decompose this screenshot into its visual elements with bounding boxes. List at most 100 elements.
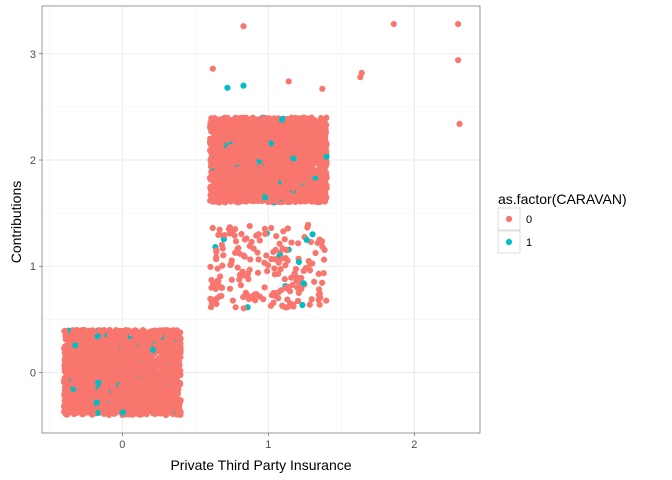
- data-point: [315, 296, 322, 303]
- data-point: [166, 392, 173, 399]
- data-point: [155, 397, 162, 404]
- data-point: [311, 278, 318, 285]
- minor-gridlines: [42, 6, 480, 433]
- data-point: [267, 302, 275, 309]
- data-point: [303, 161, 311, 168]
- data-points: [60, 20, 463, 419]
- data-point: [270, 188, 277, 195]
- data-point: [99, 336, 107, 343]
- data-point: [159, 355, 166, 362]
- data-point: [294, 170, 301, 178]
- data-point: [301, 176, 309, 184]
- data-point: [106, 358, 114, 366]
- data-point: [177, 371, 184, 379]
- data-point: [175, 341, 182, 348]
- data-point: [158, 349, 165, 356]
- data-point: [84, 391, 92, 398]
- data-point: [238, 114, 245, 121]
- data-point: [93, 399, 100, 406]
- data-point: [143, 406, 150, 413]
- data-point: [83, 408, 90, 415]
- data-point: [231, 232, 238, 239]
- data-point: [261, 225, 268, 232]
- data-point: [89, 410, 96, 417]
- data-point: [150, 361, 157, 368]
- data-point: [257, 163, 264, 170]
- data-point: [131, 365, 138, 372]
- data-point: [70, 385, 77, 392]
- data-point: [231, 181, 238, 188]
- data-point: [284, 303, 292, 310]
- data-point: [251, 291, 259, 298]
- data-point: [99, 329, 106, 336]
- data-point: [122, 328, 130, 335]
- data-point: [288, 239, 295, 246]
- data-point: [166, 383, 173, 390]
- data-point: [312, 249, 319, 257]
- data-point: [102, 402, 109, 409]
- data-point: [117, 376, 124, 383]
- data-point: [175, 407, 182, 415]
- data-point: [263, 252, 270, 259]
- data-point: [112, 327, 120, 334]
- data-point: [298, 285, 305, 293]
- data-point: [62, 332, 69, 340]
- data-point: [133, 379, 140, 386]
- data-point: [315, 291, 322, 298]
- data-point: [132, 385, 139, 392]
- data-point: [213, 295, 221, 302]
- data-point: [104, 392, 111, 399]
- data-point: [306, 301, 313, 308]
- data-point: [138, 393, 145, 401]
- data-point: [250, 245, 257, 252]
- data-point: [84, 358, 91, 365]
- data-point: [151, 386, 158, 393]
- data-point: [92, 393, 100, 400]
- data-point: [98, 368, 105, 375]
- data-point: [218, 241, 225, 248]
- data-point: [94, 333, 101, 340]
- data-point: [121, 363, 128, 370]
- data-point: [128, 380, 136, 387]
- data-point: [103, 369, 110, 376]
- data-point: [216, 283, 223, 290]
- data-point: [163, 398, 170, 405]
- data-point: [221, 231, 228, 239]
- data-point: [152, 367, 159, 374]
- data-point: [251, 179, 258, 186]
- data-point: [208, 276, 215, 284]
- data-point: [88, 366, 95, 373]
- data-point: [236, 174, 243, 181]
- data-point: [100, 384, 107, 391]
- data-point: [232, 249, 239, 256]
- data-point: [123, 371, 130, 378]
- data-point: [133, 359, 141, 366]
- data-point: [141, 382, 148, 389]
- data-point: [123, 376, 130, 383]
- data-point: [82, 386, 89, 393]
- data-point: [291, 117, 298, 124]
- data-point: [212, 163, 220, 171]
- data-point: [169, 327, 176, 334]
- data-point: [246, 266, 253, 273]
- data-point: [81, 327, 88, 334]
- data-point: [262, 230, 269, 238]
- data-point: [154, 408, 161, 415]
- data-point: [175, 335, 182, 342]
- data-point: [117, 382, 125, 389]
- data-point: [115, 352, 122, 360]
- data-point: [295, 258, 303, 266]
- data-point: [227, 261, 234, 269]
- data-point: [300, 280, 307, 287]
- data-point: [208, 139, 216, 146]
- data-point: [275, 270, 282, 277]
- data-point: [300, 267, 307, 275]
- data-point: [281, 236, 288, 243]
- data-point: [235, 146, 242, 154]
- data-point: [168, 342, 175, 350]
- data-point: [147, 380, 154, 388]
- data-point: [213, 197, 220, 204]
- data-point: [63, 403, 70, 410]
- data-point: [95, 379, 102, 386]
- data-point: [176, 329, 184, 336]
